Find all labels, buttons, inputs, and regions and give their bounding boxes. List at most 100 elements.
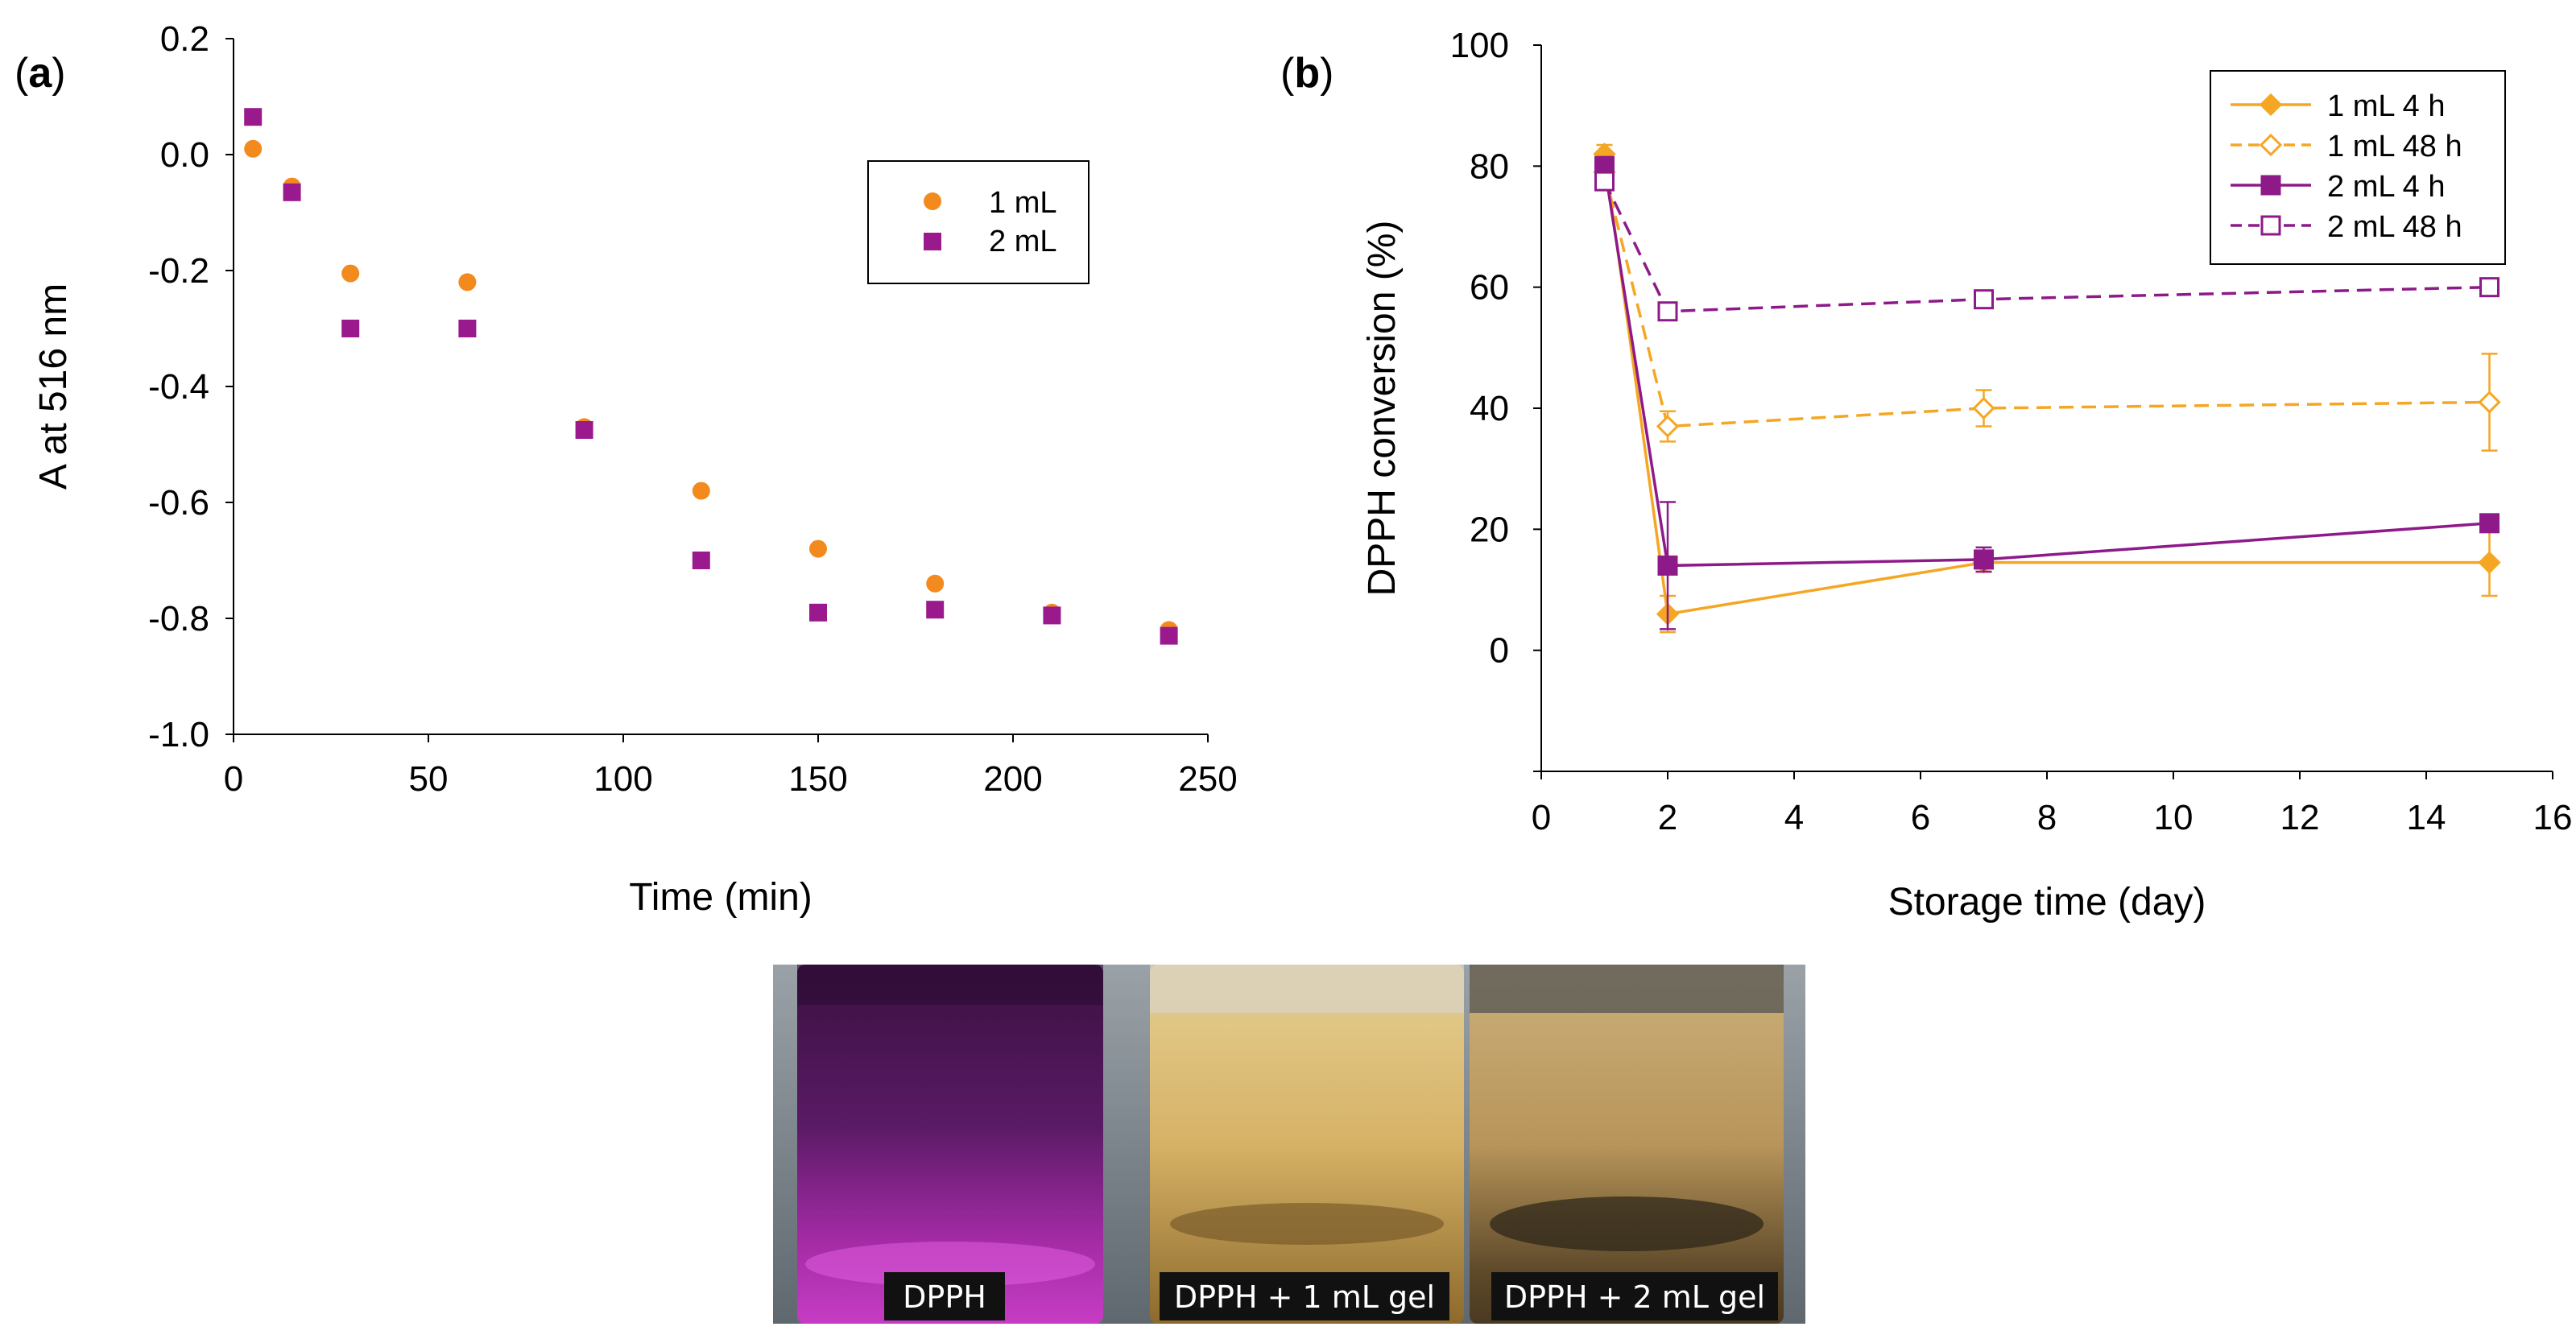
panel-a-y-tick-label: -0.2 [148,251,209,291]
panel-b-point-3 [1974,289,1994,310]
panel-b: (b) 0 2 4 6 8 10 12 14 16 100 80 60 40 20 0 Storage ti… [1280,26,2572,924]
panel-b-y-tick-label: 20 [1470,510,1509,549]
panel-a-point-2ml [692,552,710,569]
panel-a-point-2ml [809,603,827,622]
panel-b-point-2 [2479,513,2500,534]
panel-a-legend: 1 mL 2 mL [867,160,1090,284]
panel-b-x-tick-label: 12 [2280,798,2320,837]
panel-b-line-2 [1602,166,2490,568]
panel-b-point-1 [2478,391,2501,414]
panel-a-y-tick-label: -0.6 [148,483,209,523]
panel-b-legend-marker-1 [2259,133,2283,157]
panel-b-legend-box [2210,70,2506,265]
vial-1ml-gel [1150,965,1464,1324]
panel-a-point-1ml [244,139,263,158]
vial-1ml-gel-rim [1150,965,1464,1013]
panel-b-x-tick-label: 2 [1658,798,1677,837]
panel-b-y-tick-label: 40 [1470,389,1509,428]
legend-1ml-4h-label: 1 mL 4 h [2327,89,2445,123]
panel-b-y-tick-label: 100 [1450,26,1509,65]
panel-b-y-tick-label: 60 [1470,268,1509,308]
panel-b-x-tick-label: 4 [1784,798,1804,837]
panel-a-point-2ml [283,183,301,201]
legend-2ml-4h-label: 2 mL 4 h [2327,170,2445,204]
panel-b-x-axis-label: Storage time (day) [1888,881,2206,924]
panel-a-legend-box [867,160,1090,284]
panel-a-x-tick-label: 150 [788,759,847,799]
caption-2ml-gel: DPPH + 2 mL gel [1504,1279,1765,1315]
vial-1ml-gel-sediment [1170,1203,1444,1245]
panel-b-line-0 [1602,154,2490,616]
panel-b-axes [1533,44,2553,779]
panel-a-y-tick-label: -1.0 [148,715,209,754]
panel-b-x-tick-label: 0 [1532,798,1551,837]
panel-a-point-2ml [341,320,360,337]
panel-b-point-1 [1972,396,1995,420]
caption-1ml-bg [1160,1272,1449,1320]
vial-dpph [797,965,1103,1324]
panel-a-data-points [244,108,1178,645]
panel-b-y-tick-label: 80 [1470,147,1509,186]
panel-b-x-tick-label: 10 [2154,798,2194,837]
panel-b-line-1 [1602,172,2490,428]
panel-a-tick-labels: 0 50 100 150 200 250 0.2 0.0 -0.2 -0.4 -0.6 -0.8 -1.… [148,19,1238,799]
panel-a-x-tick-label: 200 [983,759,1042,799]
caption-1ml-gel: DPPH + 1 mL gel [1174,1279,1435,1315]
panel-a: (a) 0 50 100 150 200 250 0.2 0.0 -0.2 -0.4 -0.6 -0.… [14,19,1238,919]
legend-2ml-label: 2 mL [989,225,1056,258]
vial-dpph-rim [797,965,1103,1005]
vial-dpph-base [805,1242,1095,1287]
panel-b-point-3 [2479,277,2500,298]
panel-a-x-tick-label: 100 [593,759,652,799]
panel-a-point-1ml [458,273,477,291]
panel-b-tick-labels: 0 2 4 6 8 10 12 14 16 100 80 60 40 20 0 [1450,26,2573,837]
panel-a-y-axis-label: A at 516 nm [32,283,75,490]
panel-b-x-tick-label: 16 [2533,798,2573,837]
panel-a-x-tick-label: 50 [409,759,449,799]
panel-b-legend-marker-2 [2260,175,2281,196]
caption-dpph-bg [884,1272,1005,1320]
panel-b-legend-marker-3 [2260,215,2281,236]
legend-1ml-48h-label: 1 mL 48 h [2327,130,2462,163]
panel-a-point-1ml [809,539,827,558]
panel-b-legend-marker-0 [2259,93,2283,117]
panel-a-y-tick-label: 0.0 [160,135,209,175]
panel-a-point-2ml [244,108,263,126]
legend-1ml-marker [924,192,941,210]
panel-a-y-tick-label: -0.4 [148,367,209,407]
panel-b-point-1 [1656,415,1680,438]
panel-a-x-axis-label: Time (min) [629,876,812,919]
vial-2ml-gel [1470,965,1784,1324]
panel-a-point-2ml [458,320,477,337]
caption-2ml-bg [1491,1272,1778,1320]
panel-b-y-tick-label: 0 [1490,631,1509,671]
caption-dpph: DPPH [903,1279,986,1315]
panel-a-point-1ml [341,264,360,283]
panel-b-y-axis-label: DPPH conversion (%) [1361,221,1404,597]
panel-b-x-tick-label: 6 [1911,798,1930,837]
panel-a-axes [225,38,1209,742]
panel-a-x-tick-label: 250 [1178,759,1237,799]
panel-a-point-1ml [692,481,710,500]
panel-b-label: (b) [1280,50,1333,97]
panel-b-legend: 1 mL 4 h 1 mL 48 h 2 mL 4 h 2 mL 48 h [2210,70,2506,265]
panel-a-point-2ml [1043,606,1061,625]
panel-a-x-tick-label: 0 [224,759,243,799]
panel-b-x-tick-label: 14 [2407,798,2446,837]
panel-b-series [1593,143,2501,634]
panel-a-y-tick-label: 0.2 [160,19,209,59]
panel-b-point-2 [1974,549,1994,570]
panel-b-point-0 [2478,551,2501,574]
panel-a-point-2ml [1160,626,1178,645]
legend-1ml-label: 1 mL [989,186,1056,220]
panel-b-point-3 [1594,171,1615,192]
vials-photo: DPPH DPPH + 1 mL gel DPPH + 2 mL gel [773,965,1805,1324]
legend-2ml-48h-label: 2 mL 48 h [2327,210,2462,244]
panel-b-point-2 [1657,555,1678,576]
panel-b-line-3 [1602,180,2490,313]
vial-2ml-gel-rim [1470,965,1784,1013]
panel-a-point-1ml [926,574,945,593]
panel-a-point-2ml [575,421,593,439]
vial-2ml-gel-sediment [1490,1196,1764,1251]
